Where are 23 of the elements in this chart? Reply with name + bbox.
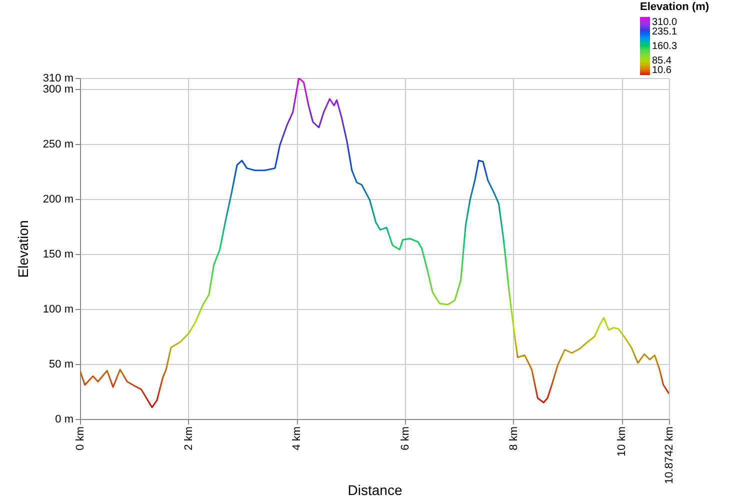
y-tick-label: 50 m [49,358,74,370]
x-tick-label: 2 km [182,426,195,450]
y-tick-label: 250 m [42,138,74,150]
color-bar-title: Elevation (m) [640,1,710,13]
x-axis-title: Distance [348,482,402,498]
color-bar-label: 310.0 [652,17,678,28]
color-bar-label: 85.4 [652,56,672,67]
x-tick-label: 8 km [508,426,520,450]
color-bar-label: 235.1 [652,26,678,38]
y-tick-label: 310 m [42,72,74,84]
x-tick-label: 4 km [291,426,304,450]
y-axis-title: Elevation [14,220,31,278]
color-bar-label: 10.6 [652,65,672,76]
y-tick-label: 300 m [42,84,74,96]
y-tick-label: 0 m [55,414,74,426]
x-tick-label: 0 km [74,426,86,450]
x-tick-label: 10 km [616,426,628,456]
y-tick-label: 150 m [42,248,74,260]
y-tick-label: 100 m [42,304,74,316]
x-tick-label: 10.8742 km [664,426,676,484]
y-tick-label: 200 m [42,194,74,206]
color-bar-label: 160.3 [652,41,678,52]
x-tick-label: 6 km [399,426,412,450]
